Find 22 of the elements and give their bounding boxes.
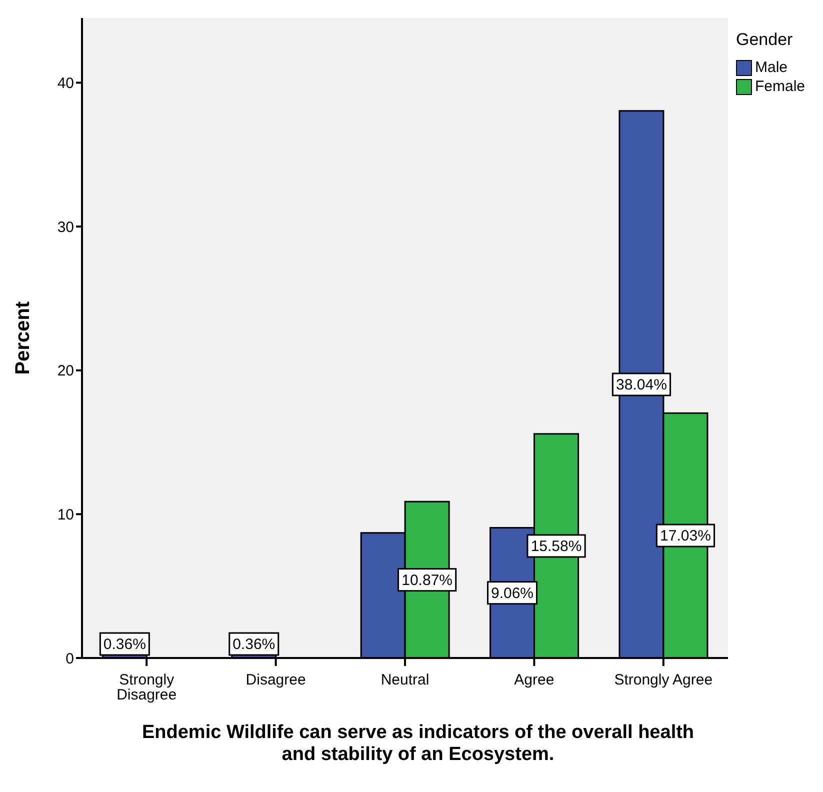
data-label: 9.06%: [491, 584, 534, 602]
data-label: 15.58%: [530, 538, 582, 555]
y-tick-label: 40: [57, 75, 74, 92]
legend-label: Male: [755, 59, 788, 76]
data-label: 0.36%: [103, 636, 146, 653]
x-tick-label: Strongly Disagree: [116, 672, 177, 704]
y-tick-label: 20: [57, 362, 74, 380]
data-label: 10.87%: [402, 572, 453, 589]
x-tick-label: Strongly Agree: [614, 672, 713, 689]
y-tick-label: 0: [66, 650, 74, 668]
legend-label: Female: [755, 78, 806, 95]
data-label: 0.36%: [232, 636, 276, 653]
x-tick-label: Disagree: [246, 672, 306, 689]
x-tick-label: Neutral: [380, 672, 430, 689]
x-axis-title: Endemic Wildlife can serve as indicators of the overall health and stability of an Ecosystem.: [140, 722, 696, 766]
y-tick-label: 10: [57, 506, 74, 524]
data-label: 38.04%: [616, 376, 667, 394]
y-tick-label: 30: [57, 218, 74, 236]
y-axis-title: Percent: [12, 300, 34, 375]
x-tick-label: Agree: [514, 672, 554, 689]
legend-title: Gender: [736, 30, 794, 50]
data-label: 17.03%: [660, 528, 711, 545]
